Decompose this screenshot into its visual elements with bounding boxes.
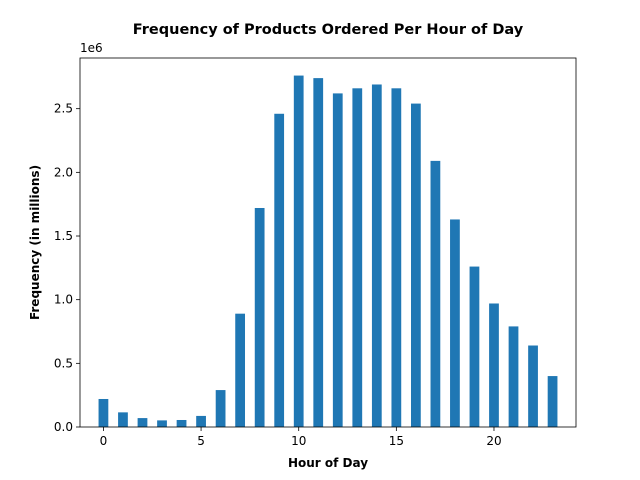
y-tick-label: 1.0	[54, 293, 73, 307]
bar-hour-1	[118, 412, 128, 427]
x-tick-label: 10	[291, 434, 306, 448]
x-tick-label: 0	[100, 434, 108, 448]
x-axis-label: Hour of Day	[288, 456, 368, 470]
bar-hour-18	[450, 219, 460, 427]
bar-hour-3	[157, 420, 167, 427]
bar-hour-6	[215, 390, 226, 427]
bar-hour-14	[371, 84, 382, 428]
y-tick-label: 0.5	[54, 356, 73, 370]
x-tick-label: 20	[486, 434, 501, 448]
bar-hour-5	[196, 415, 206, 427]
bar-hour-8	[254, 207, 265, 427]
bar-hour-0	[98, 398, 109, 427]
y-axis-label: Frequency (in millions)	[28, 165, 42, 320]
y-tick-label: 2.0	[54, 165, 73, 179]
plot-area: 0 5 10 15 20 0.0 0.5 1.0 1.5 2.0 2.5	[54, 57, 577, 448]
bar-hour-12	[332, 93, 343, 427]
bar-hour-9	[274, 113, 285, 427]
bar-hour-13	[352, 88, 363, 427]
x-tick-label: 5	[197, 434, 205, 448]
bar-hour-23	[547, 376, 558, 427]
bar-hour-10	[293, 75, 304, 428]
y-axis-ticks: 0.0 0.5 1.0 1.5 2.0 2.5	[54, 102, 80, 434]
bar-hour-22	[528, 345, 538, 427]
bar-hour-19	[469, 266, 480, 427]
bar-hour-21	[508, 326, 519, 427]
bar-hour-2	[137, 418, 148, 427]
plot-frame	[79, 57, 577, 428]
bar-hour-11	[313, 78, 324, 427]
bar-hour-20	[489, 303, 499, 427]
y-tick-label: 0.0	[54, 420, 73, 434]
y-tick-label: 1.5	[54, 229, 73, 243]
bar-hour-15	[391, 88, 402, 427]
x-tick-label: 15	[389, 434, 404, 448]
chart-title: Frequency of Products Ordered Per Hour o…	[133, 22, 524, 38]
bars	[98, 75, 558, 428]
bar-hour-4	[176, 419, 187, 427]
bar-hour-7	[235, 313, 246, 427]
y-tick-label: 2.5	[54, 102, 73, 116]
bar-hour-17	[430, 160, 441, 427]
y-axis-offset-label: 1e6	[80, 41, 103, 55]
bar-hour-16	[410, 103, 421, 427]
x-axis-ticks: 0 5 10 15 20	[100, 427, 502, 448]
